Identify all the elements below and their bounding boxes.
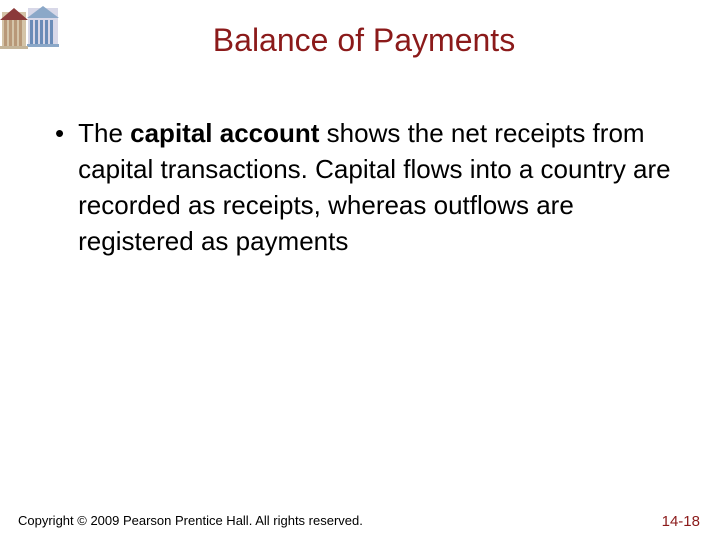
copyright-text: Copyright © 2009 Pearson Prentice Hall. … bbox=[18, 513, 363, 528]
bullet-prefix: The bbox=[78, 118, 130, 148]
page-number: 14-18 bbox=[662, 513, 700, 530]
bullet-bold-term: capital account bbox=[130, 118, 319, 148]
bullet-marker: • bbox=[55, 115, 64, 151]
slide-content: • The capital account shows the net rece… bbox=[55, 115, 688, 259]
slide-title: Balance of Payments bbox=[0, 22, 728, 59]
bullet-item: • The capital account shows the net rece… bbox=[55, 115, 688, 259]
bullet-text: The capital account shows the net receip… bbox=[78, 115, 688, 259]
